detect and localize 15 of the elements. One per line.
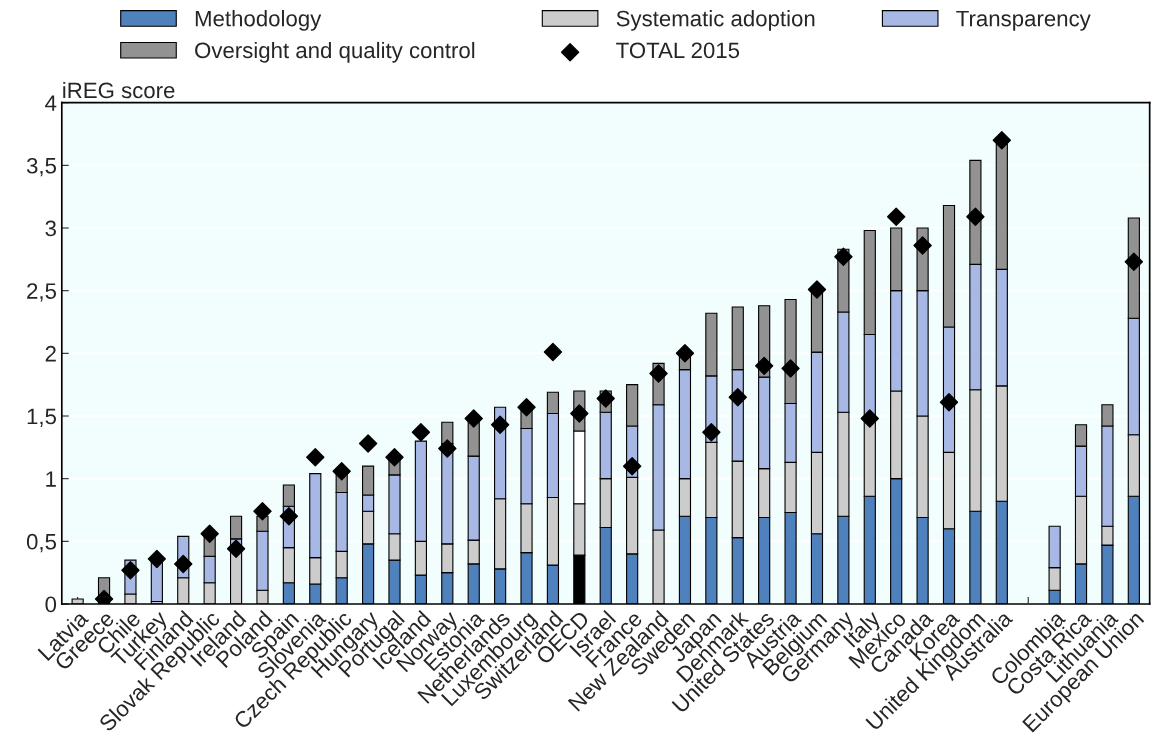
y-tick-label: 1 [46,471,56,487]
y-tick-label: 4 [45,95,57,111]
y-tick-label: 0,5 [26,533,57,553]
y-tick-label: 3,5 [26,157,57,177]
y-tick-label: 2 [45,345,56,362]
y-tick-label: 2,5 [27,283,57,302]
y-tick-label: 1,5 [27,408,57,427]
legend-label: Systematic adoption [616,10,815,31]
y-tick-label: 3 [45,220,56,237]
y-axis-title: iREG score [63,81,175,99]
legend-label: Transparency [956,10,1091,31]
y-tick-label: 0 [45,596,57,613]
legend-label: Oversight and quality control [195,41,475,63]
legend-label: Methodology [195,10,322,31]
legend-label: TOTAL 2015 [616,42,740,59]
